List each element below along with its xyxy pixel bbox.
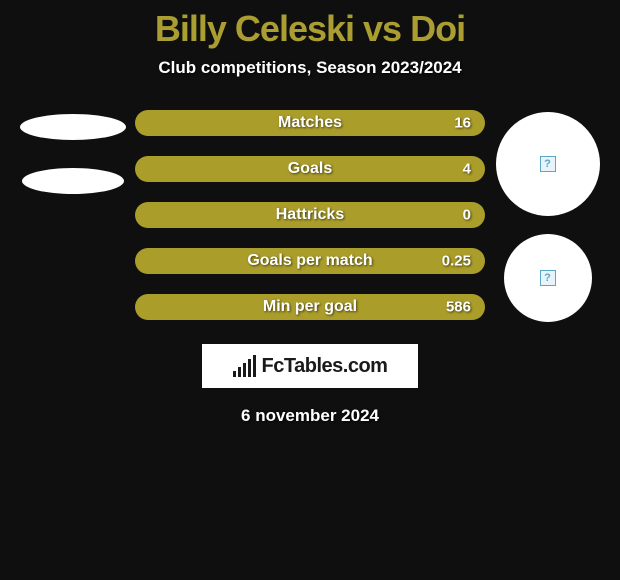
subtitle: Club competitions, Season 2023/2024: [0, 58, 620, 78]
stat-bar-min-per-goal: Min per goal 586: [135, 294, 485, 320]
snapshot-date: 6 november 2024: [0, 406, 620, 426]
stat-value: 4: [463, 161, 471, 178]
logo-bar: [233, 371, 236, 377]
stat-bars: Matches 16 Goals 4 Hattricks 0 Goals per…: [135, 110, 485, 320]
logo-bar: [253, 355, 256, 377]
stat-label: Goals: [288, 160, 332, 178]
logo-chart-icon: [233, 355, 256, 377]
logo-bar: [238, 367, 241, 377]
content-root: Billy Celeski vs Doi Club competitions, …: [0, 0, 620, 426]
player-photo-circle: ?: [504, 234, 592, 322]
logo-bar: [243, 363, 246, 377]
player-photo-circle: ?: [496, 112, 600, 216]
player1-name: Billy Celeski: [155, 8, 354, 49]
left-ellipse: [22, 168, 124, 194]
player2-name: Doi: [410, 8, 465, 49]
image-placeholder-icon: ?: [540, 156, 556, 172]
stat-value: 586: [446, 299, 471, 316]
stat-bar-hattricks: Hattricks 0: [135, 202, 485, 228]
logo-text: FcTables.com: [262, 355, 388, 378]
left-ellipse: [20, 114, 126, 140]
stat-value: 0: [463, 207, 471, 224]
stat-bar-goals: Goals 4: [135, 156, 485, 182]
left-shapes-column: [10, 110, 135, 194]
stat-label: Min per goal: [263, 298, 357, 316]
right-circles-column: ? ?: [485, 110, 610, 322]
stat-value: 0.25: [442, 253, 471, 270]
vs-text: vs: [354, 8, 410, 49]
stat-bar-matches: Matches 16: [135, 110, 485, 136]
stat-bar-goals-per-match: Goals per match 0.25: [135, 248, 485, 274]
logo-bar: [248, 359, 251, 377]
image-placeholder-icon: ?: [540, 270, 556, 286]
stat-label: Goals per match: [247, 252, 372, 270]
main-row: Matches 16 Goals 4 Hattricks 0 Goals per…: [0, 78, 620, 322]
stat-label: Hattricks: [276, 206, 344, 224]
fctables-logo: FcTables.com: [202, 344, 418, 388]
stat-label: Matches: [278, 114, 342, 132]
stat-value: 16: [454, 115, 471, 132]
comparison-title: Billy Celeski vs Doi: [0, 0, 620, 50]
